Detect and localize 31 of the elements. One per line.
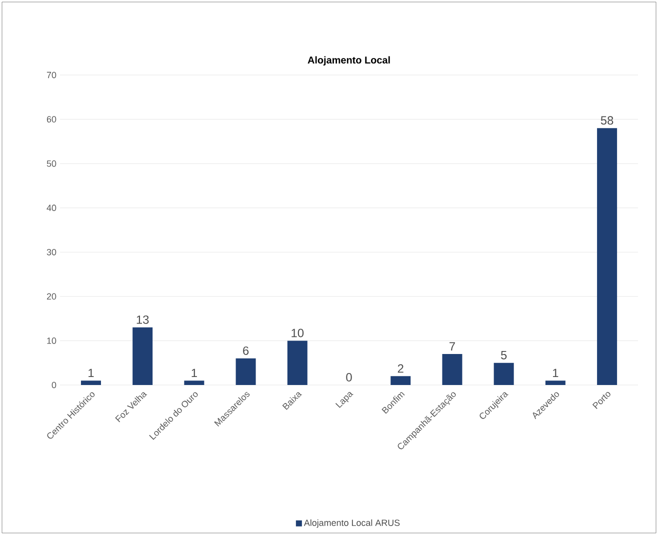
y-tick-label: 40	[46, 204, 56, 212]
y-tick-label: 20	[46, 293, 56, 300]
data-label: 10	[292, 328, 304, 338]
bar	[494, 362, 514, 386]
data-label: 1	[553, 368, 558, 378]
data-label: 0	[346, 373, 352, 382]
chart-title: Alojamento Local	[308, 56, 390, 66]
bar	[597, 128, 618, 386]
y-tick-label: 60	[46, 116, 56, 122]
data-label: 1	[88, 368, 94, 378]
bar	[236, 358, 256, 386]
legend-label: Alojamento Local ARUS	[304, 519, 400, 528]
y-tick-label: 50	[46, 160, 56, 167]
bar	[287, 340, 308, 386]
bar	[390, 376, 411, 386]
y-tick-label: 10	[47, 338, 56, 344]
data-label: 58	[600, 116, 614, 125]
y-tick-label: 0	[52, 382, 56, 388]
y-tick-label: 70	[46, 72, 56, 78]
bar	[545, 380, 566, 386]
data-label: 1	[192, 368, 197, 378]
y-tick-label: 30	[46, 248, 56, 256]
data-label: 2	[398, 364, 404, 373]
bar	[132, 327, 153, 386]
data-label: 5	[500, 351, 507, 360]
data-label: 7	[450, 342, 455, 350]
bar	[80, 380, 101, 386]
bar	[442, 354, 462, 386]
data-label: 6	[243, 346, 249, 355]
bar	[184, 380, 204, 386]
data-label: 13	[136, 315, 149, 324]
